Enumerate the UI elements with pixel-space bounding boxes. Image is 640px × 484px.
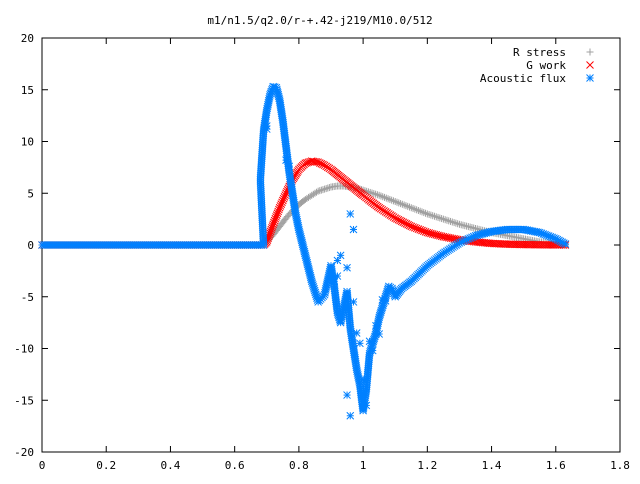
x-tick-label: 0: [39, 459, 46, 472]
y-tick-label: 0: [27, 239, 34, 252]
x-tick-label: 1.4: [482, 459, 502, 472]
x-tick-label: 0.8: [289, 459, 309, 472]
plus-marker: [454, 220, 461, 227]
plus-marker: [436, 214, 443, 221]
plus-marker: [443, 217, 450, 224]
star-marker: [356, 340, 363, 347]
star-marker: [347, 412, 354, 419]
plus-marker: [442, 216, 449, 223]
plus-marker: [449, 219, 456, 226]
star-marker: [587, 75, 594, 82]
plus-marker: [433, 213, 440, 220]
star-marker: [562, 240, 569, 247]
chart-title: m1/n1.5/q2.0/r-+.42-j219/M10.0/512: [207, 14, 432, 27]
plus-marker: [321, 186, 328, 193]
plus-marker: [451, 219, 458, 226]
y-tick-label: 5: [27, 187, 34, 200]
plus-marker: [372, 191, 379, 198]
plus-marker: [431, 213, 438, 220]
x-tick-label: 0.6: [225, 459, 245, 472]
star-marker: [363, 402, 370, 409]
plus-marker: [445, 217, 452, 224]
star-marker: [350, 298, 357, 305]
plus-marker: [438, 215, 445, 222]
plus-marker: [319, 186, 326, 193]
y-tick-label: -15: [14, 394, 34, 407]
x-tick-label: 1.2: [417, 459, 437, 472]
x-tick-label: 0.4: [161, 459, 181, 472]
x-tick-label: 1.6: [546, 459, 566, 472]
x-tick-label: 1.8: [610, 459, 630, 472]
legend-label: G work: [526, 59, 566, 72]
star-marker: [366, 338, 373, 345]
plus-marker: [587, 49, 594, 56]
star-marker: [360, 376, 367, 383]
cross-marker: [587, 62, 594, 69]
star-marker: [286, 163, 293, 170]
legend-label: Acoustic flux: [480, 72, 566, 85]
star-marker: [347, 210, 354, 217]
star-marker: [263, 126, 270, 133]
y-tick-label: -20: [14, 446, 34, 459]
series-layer: [39, 83, 569, 419]
plus-marker: [435, 214, 442, 221]
star-marker: [337, 252, 344, 259]
axis-ticks: 0 0.2 0.4 0.6 0.8 1 1.2 1.4 1.6 1.8 -20 -15 -10 -5 0 5 1…: [14, 32, 630, 472]
plus-marker: [323, 185, 330, 192]
plus-marker: [452, 220, 459, 227]
y-tick-label: 20: [21, 32, 34, 45]
plus-marker: [324, 185, 331, 192]
x-tick-label: 0.2: [96, 459, 116, 472]
star-marker: [369, 347, 376, 354]
star-marker: [350, 226, 357, 233]
star-marker: [376, 331, 383, 338]
y-tick-label: -10: [14, 343, 34, 356]
y-tick-label: -5: [21, 291, 34, 304]
plus-marker: [326, 184, 333, 191]
plus-marker: [369, 190, 376, 197]
star-marker: [372, 322, 379, 329]
y-tick-label: 10: [21, 136, 34, 149]
plus-marker: [427, 212, 434, 219]
plus-marker: [429, 212, 436, 219]
legend-label: R stress: [513, 46, 566, 59]
plus-marker: [447, 218, 454, 225]
x-tick-label: 1: [360, 459, 367, 472]
star-marker: [382, 297, 389, 304]
star-marker: [334, 273, 341, 280]
series-acoustic-flux: [39, 83, 569, 419]
y-tick-label: 15: [21, 84, 34, 97]
plus-marker: [367, 189, 374, 196]
star-marker: [344, 392, 351, 399]
star-marker: [353, 329, 360, 336]
star-marker: [344, 264, 351, 271]
plus-marker: [440, 216, 447, 223]
plus-marker: [370, 190, 377, 197]
